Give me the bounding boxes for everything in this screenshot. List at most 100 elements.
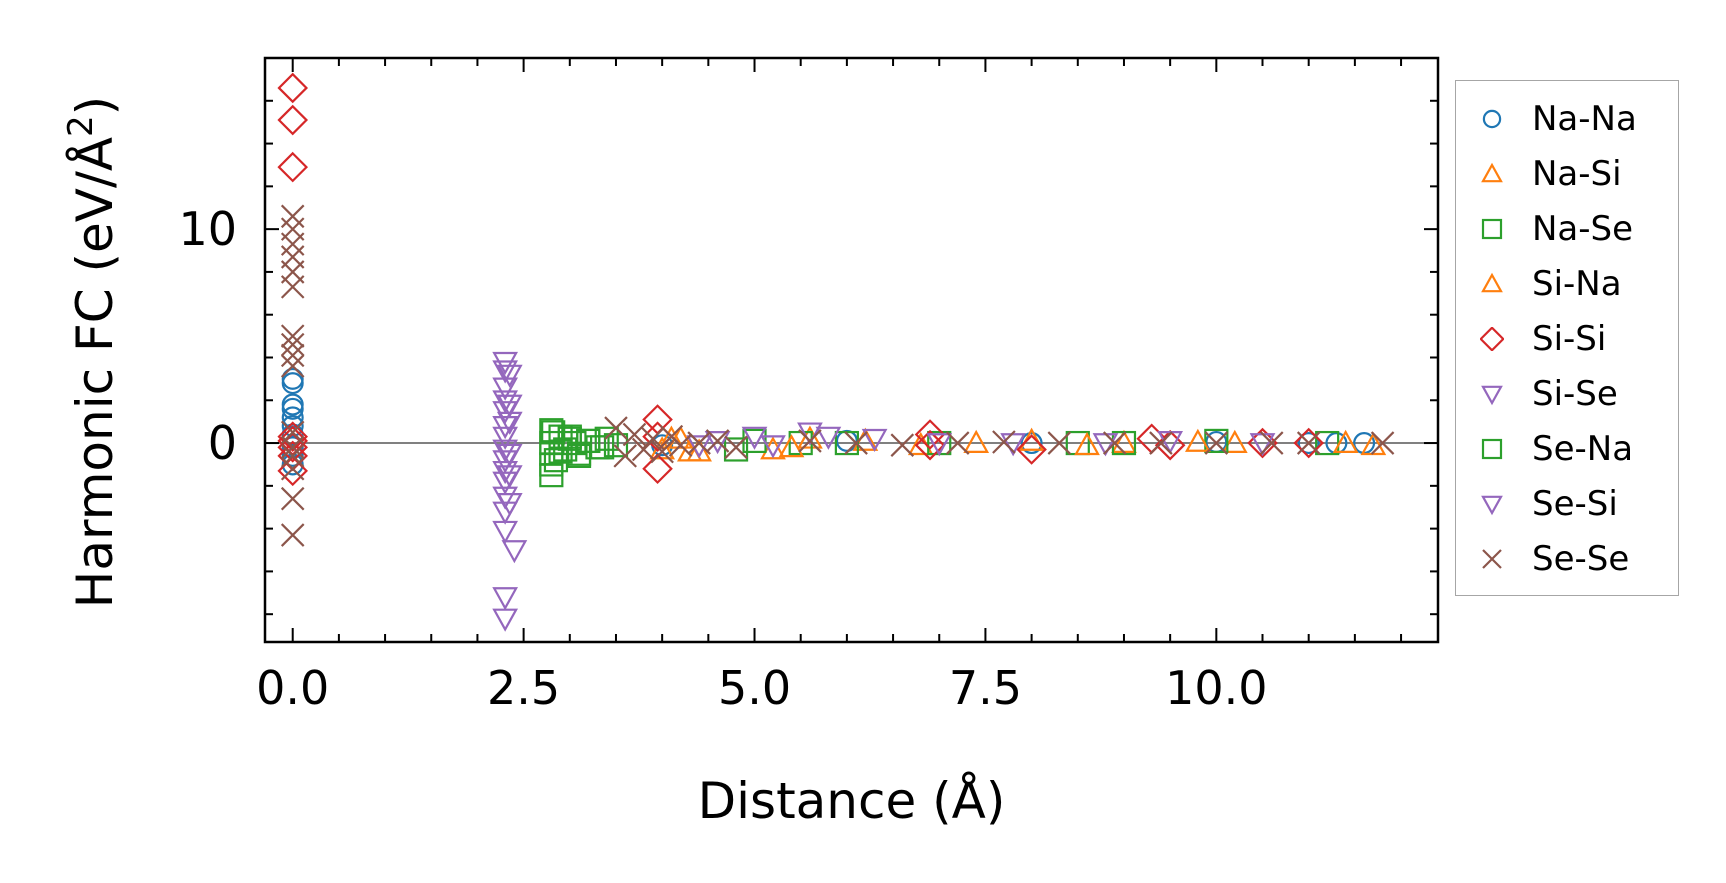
data-point	[576, 428, 601, 454]
x-tick-label: 10.0	[1165, 661, 1267, 715]
data-point	[705, 429, 730, 453]
series-na-na	[281, 367, 1376, 476]
data-point	[1259, 431, 1284, 455]
legend-marker-icon	[1480, 327, 1504, 351]
x-tick-label: 5.0	[718, 661, 791, 715]
legend-item: Si-Na	[1456, 264, 1678, 304]
data-point	[281, 414, 304, 437]
legend-marker-icon	[1481, 218, 1503, 240]
data-point	[1297, 432, 1320, 455]
data-point	[603, 433, 629, 458]
legend-label: Se-Si	[1532, 484, 1618, 524]
data-point	[686, 435, 712, 459]
data-point	[914, 419, 946, 450]
data-point	[501, 540, 528, 564]
data-point	[281, 372, 304, 395]
data-point	[1360, 431, 1387, 456]
legend-item: Na-Si	[1456, 154, 1678, 194]
data-point	[724, 435, 748, 460]
series-se-si	[496, 364, 1276, 564]
x-tick-label: 7.5	[949, 661, 1022, 715]
data-point	[548, 439, 573, 464]
data-point	[280, 204, 305, 229]
data-point	[1315, 430, 1340, 456]
y-tick-label: 10	[178, 202, 237, 256]
data-point	[1020, 432, 1043, 455]
legend-marker-icon	[1481, 162, 1503, 183]
data-point	[815, 426, 842, 450]
data-point	[1074, 431, 1100, 456]
plot-frame	[263, 56, 1440, 644]
legend-item: Na-Na	[1456, 99, 1678, 139]
data-point	[604, 416, 628, 440]
series-se-na	[541, 420, 1137, 468]
legend-label: Se-Se	[1532, 539, 1630, 579]
data-point	[496, 493, 523, 517]
data-point	[1157, 431, 1184, 455]
data-point	[280, 354, 305, 378]
legend-marker-icon	[1482, 109, 1502, 129]
data-point	[914, 429, 946, 461]
data-point	[277, 151, 309, 183]
series-si-se	[492, 351, 1184, 632]
legend-marker-icon	[1481, 495, 1503, 516]
data-point	[280, 523, 305, 547]
data-point	[277, 72, 309, 104]
legend-marker-icon	[1481, 438, 1503, 460]
data-point	[741, 426, 768, 450]
data-point	[277, 104, 309, 136]
legend-marker-icon	[1481, 385, 1503, 406]
data-point	[280, 435, 305, 460]
data-point	[496, 465, 523, 489]
data-point	[280, 324, 305, 348]
data-point	[1204, 428, 1229, 454]
legend-label: Si-Na	[1532, 264, 1622, 304]
data-point	[1221, 429, 1248, 453]
legend-item: Si-Si	[1456, 319, 1678, 359]
data-point	[622, 422, 647, 447]
data-point	[642, 453, 673, 485]
data-point	[992, 430, 1016, 454]
data-point	[496, 364, 523, 388]
data-point	[641, 426, 665, 451]
data-point	[492, 360, 519, 384]
legend-item: Se-Si	[1456, 484, 1678, 524]
data-point	[541, 420, 566, 445]
data-point	[797, 422, 823, 446]
data-point	[496, 394, 523, 418]
data-point	[280, 486, 305, 511]
data-point	[798, 429, 822, 453]
legend-marker-icon	[1481, 272, 1503, 293]
data-point	[1016, 434, 1047, 465]
data-point	[492, 587, 519, 611]
data-point	[642, 404, 673, 435]
legend-marker-icon	[1482, 549, 1502, 569]
y-tick-label: 0	[208, 416, 237, 470]
data-point	[280, 343, 305, 368]
legend-label: Se-Na	[1532, 429, 1634, 469]
data-point	[280, 456, 305, 481]
legend-item: Na-Se	[1456, 209, 1678, 249]
data-point	[281, 423, 304, 446]
legend-label: Na-Si	[1532, 154, 1622, 194]
data-point	[760, 435, 786, 459]
data-point	[778, 434, 805, 458]
legend-label: Na-Na	[1532, 99, 1637, 139]
data-point	[704, 431, 731, 455]
data-point	[277, 421, 309, 452]
x-tick-label: 2.5	[487, 661, 560, 715]
data-point	[1296, 431, 1321, 455]
data-point	[844, 431, 868, 455]
data-point	[613, 444, 637, 468]
data-point	[280, 232, 305, 256]
data-point	[1149, 431, 1173, 455]
data-point	[590, 435, 615, 460]
data-point	[280, 332, 305, 357]
legend-label: Na-Se	[1532, 209, 1634, 249]
data-point	[1370, 431, 1395, 455]
data-point	[557, 424, 582, 449]
data-point	[594, 426, 619, 451]
legend-item: Se-Se	[1456, 539, 1678, 579]
legend-label: Si-Si	[1532, 319, 1607, 359]
